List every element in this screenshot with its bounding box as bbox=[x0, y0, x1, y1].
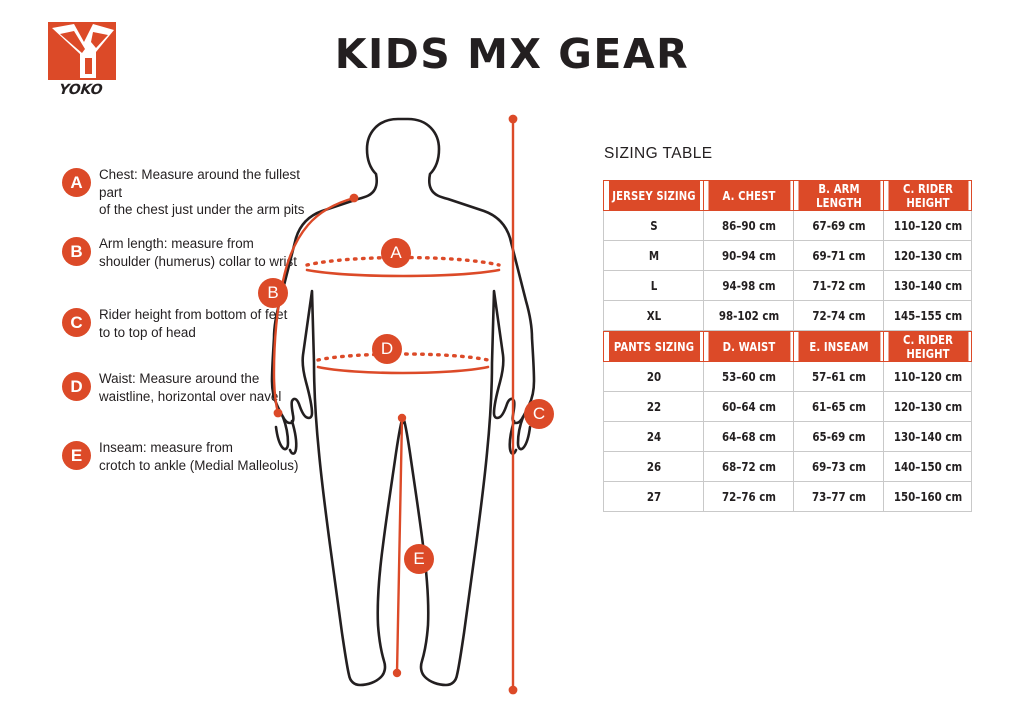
figure-badge-e: E bbox=[404, 544, 434, 574]
rider-height-bottom-dot bbox=[508, 685, 518, 695]
table-cell: 120–130 cm bbox=[886, 240, 969, 271]
table-cell: 22 bbox=[607, 391, 700, 422]
table-cell: 60–64 cm bbox=[706, 391, 791, 422]
table-cell: 130–140 cm bbox=[886, 421, 969, 452]
legend-text-c: Rider height from bottom of feet to to t… bbox=[99, 307, 288, 340]
table-row: 20 53–60 cm 57–61 cm 110–120 cm bbox=[604, 361, 972, 392]
pants-header-cell: C. RIDER HEIGHT bbox=[886, 331, 969, 362]
table-cell: 110–120 cm bbox=[886, 210, 969, 241]
table-cell: 67-69 cm bbox=[796, 210, 881, 241]
table-cell: 20 bbox=[607, 361, 700, 392]
table-cell: 130–140 cm bbox=[886, 270, 969, 301]
table-cell: 94-98 cm bbox=[706, 270, 791, 301]
pants-header-row: PANTS SIZING D. WAIST E. INSEAM C. RIDER… bbox=[604, 331, 972, 362]
legend-text-e: Inseam: measure from crotch to ankle (Me… bbox=[99, 440, 299, 473]
figure-badge-a: A bbox=[381, 238, 411, 268]
jersey-header-cell: C. RIDER HEIGHT bbox=[886, 180, 969, 211]
legend-text-a: Chest: Measure around the fullest part o… bbox=[99, 167, 305, 217]
table-cell: 57–61 cm bbox=[796, 361, 881, 392]
inseam-end-dot bbox=[392, 668, 402, 678]
table-cell: 69-71 cm bbox=[796, 240, 881, 271]
yoko-logo-mark bbox=[48, 22, 116, 80]
table-row: S 86–90 cm 67-69 cm 110–120 cm bbox=[604, 210, 972, 241]
svg-text:YOKO: YOKO bbox=[58, 82, 103, 98]
legend-badge-b: B bbox=[62, 237, 91, 266]
table-row: 26 68–72 cm 69–73 cm 140–150 cm bbox=[604, 451, 972, 482]
yoko-logo: YOKO bbox=[44, 22, 120, 100]
table-cell: 140–150 cm bbox=[886, 451, 969, 482]
arm-length-measure-line bbox=[272, 193, 359, 418]
table-cell: M bbox=[607, 240, 700, 271]
pants-header-cell: D. WAIST bbox=[706, 331, 791, 362]
arm-length-end-dot bbox=[273, 408, 283, 418]
table-cell: 68–72 cm bbox=[706, 451, 791, 482]
table-row: L 94-98 cm 71-72 cm 130–140 cm bbox=[604, 270, 972, 301]
inseam-measure-line bbox=[392, 413, 407, 678]
table-cell: 26 bbox=[607, 451, 700, 482]
yoko-logo-wordmark: YOKO bbox=[58, 82, 103, 98]
table-cell: 53–60 cm bbox=[706, 361, 791, 392]
chest-solid-line bbox=[305, 268, 501, 278]
table-cell: 65-69 cm bbox=[796, 421, 881, 452]
jersey-header-cell: A. CHEST bbox=[706, 180, 791, 211]
table-cell: L bbox=[607, 270, 700, 301]
figure-badge-d: D bbox=[372, 334, 402, 364]
table-row: 24 64–68 cm 65-69 cm 130–140 cm bbox=[604, 421, 972, 452]
table-cell: 98-102 cm bbox=[706, 300, 791, 331]
table-cell: 145–155 cm bbox=[886, 300, 969, 331]
legend-badge-c: C bbox=[62, 308, 91, 337]
legend-text-d: Waist: Measure around the waistline, hor… bbox=[99, 371, 282, 404]
table-cell: 72-74 cm bbox=[796, 300, 881, 331]
waist-measure-band bbox=[316, 352, 490, 375]
sizing-tables: JERSEY SIZING A. CHEST B. ARM LENGTH C. … bbox=[603, 180, 971, 512]
table-cell: 27 bbox=[607, 481, 700, 512]
legend-badge-d: D bbox=[62, 372, 91, 401]
table-cell: 24 bbox=[607, 421, 700, 452]
legend-badge-e: E bbox=[62, 441, 91, 470]
table-row: 27 72–76 cm 73–77 cm 150–160 cm bbox=[604, 481, 972, 512]
table-cell: 71-72 cm bbox=[796, 270, 881, 301]
figure-badge-b: B bbox=[258, 278, 288, 308]
table-cell: 110–120 cm bbox=[886, 361, 969, 392]
table-cell: S bbox=[607, 210, 700, 241]
jersey-header-cell: JERSEY SIZING bbox=[607, 180, 700, 211]
pants-header-cell: PANTS SIZING bbox=[607, 331, 700, 362]
table-cell: 72–76 cm bbox=[706, 481, 791, 512]
figure-badge-c: C bbox=[524, 399, 554, 429]
table-cell: 61–65 cm bbox=[796, 391, 881, 422]
table-cell: 120–130 cm bbox=[886, 391, 969, 422]
table-row: XL 98-102 cm 72-74 cm 145–155 cm bbox=[604, 300, 972, 331]
pants-header-cell: E. INSEAM bbox=[796, 331, 881, 362]
jersey-header-row: JERSEY SIZING A. CHEST B. ARM LENGTH C. … bbox=[604, 180, 972, 211]
legend-text-b: Arm length: measure from shoulder (humer… bbox=[99, 236, 297, 269]
table-row: M 90–94 cm 69-71 cm 120–130 cm bbox=[604, 240, 972, 271]
table-cell: 150–160 cm bbox=[886, 481, 969, 512]
pants-sizing-table: PANTS SIZING D. WAIST E. INSEAM C. RIDER… bbox=[603, 331, 972, 512]
table-cell: 73–77 cm bbox=[796, 481, 881, 512]
waist-solid-line bbox=[316, 365, 490, 375]
sizing-table-label: SIZING TABLE bbox=[604, 145, 713, 162]
table-cell: 86–90 cm bbox=[706, 210, 791, 241]
waist-dotted-arc bbox=[316, 352, 490, 362]
legend-badge-a: A bbox=[62, 168, 91, 197]
rider-height-measure-line bbox=[508, 114, 518, 695]
jersey-header-cell: B. ARM LENGTH bbox=[796, 180, 881, 211]
rider-height-top-dot bbox=[508, 114, 518, 124]
body-outline bbox=[270, 117, 536, 687]
arm-length-start-dot bbox=[349, 193, 359, 203]
table-cell: 69–73 cm bbox=[796, 451, 881, 482]
body-figure-diagram bbox=[270, 114, 536, 695]
page-title: KIDS MX GEAR bbox=[334, 30, 690, 78]
jersey-sizing-table: JERSEY SIZING A. CHEST B. ARM LENGTH C. … bbox=[603, 180, 972, 331]
table-cell: 64–68 cm bbox=[706, 421, 791, 452]
inseam-start-dot bbox=[397, 413, 407, 423]
table-row: 22 60–64 cm 61–65 cm 120–130 cm bbox=[604, 391, 972, 422]
table-cell: XL bbox=[607, 300, 700, 331]
table-cell: 90–94 cm bbox=[706, 240, 791, 271]
inseam-path bbox=[395, 416, 404, 675]
